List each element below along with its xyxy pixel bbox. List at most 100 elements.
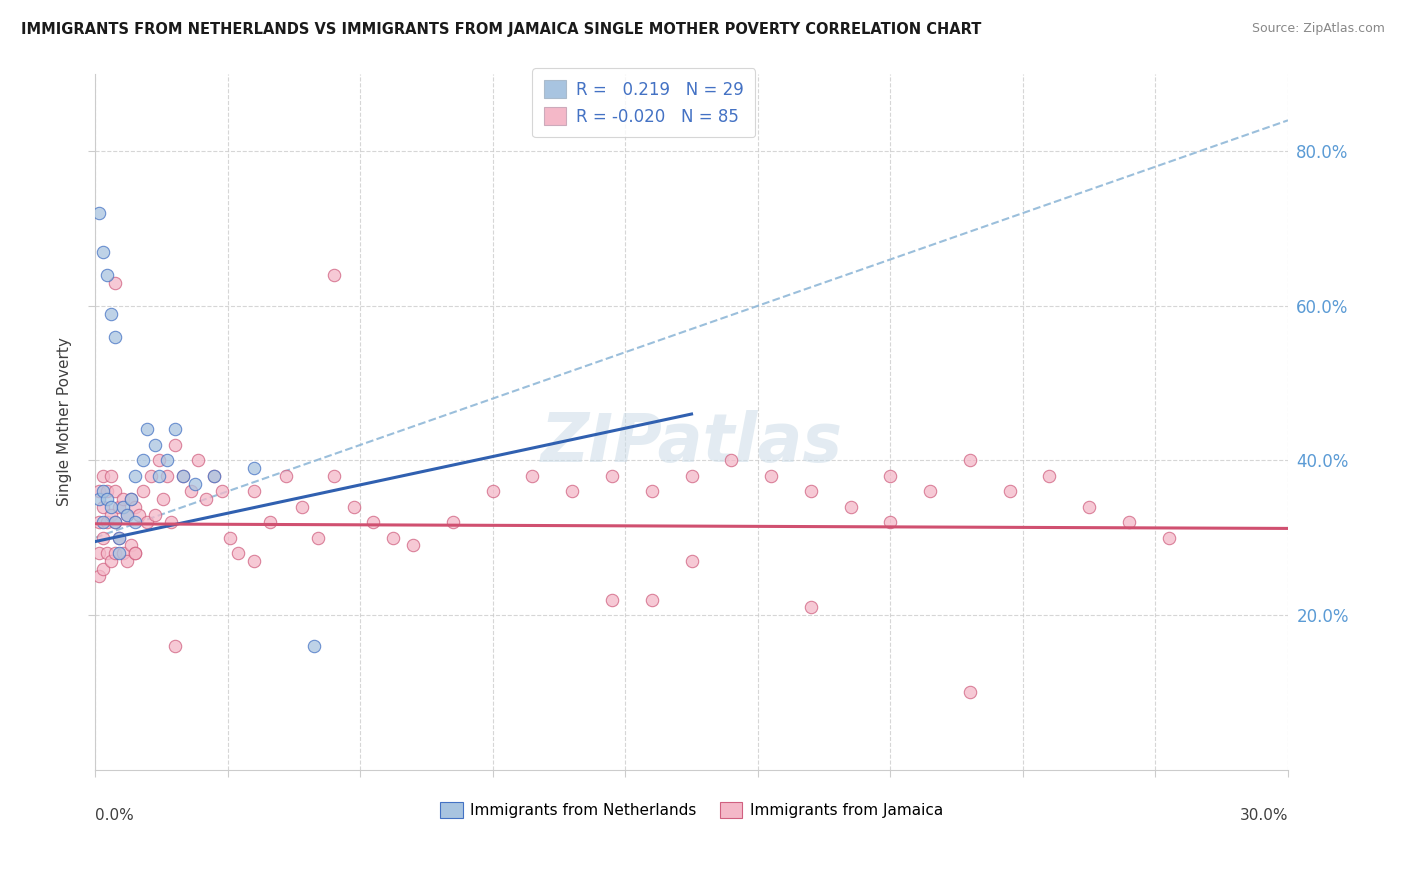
Point bbox=[96, 546, 118, 560]
Point bbox=[920, 484, 942, 499]
Point bbox=[720, 453, 742, 467]
Point bbox=[100, 508, 122, 522]
Point bbox=[87, 484, 110, 499]
Point bbox=[100, 500, 122, 514]
Point bbox=[363, 515, 385, 529]
Y-axis label: Single Mother Poverty: Single Mother Poverty bbox=[58, 337, 72, 506]
Point bbox=[124, 500, 146, 514]
Point bbox=[172, 468, 194, 483]
Point bbox=[163, 438, 186, 452]
Point bbox=[108, 546, 131, 560]
Point bbox=[128, 508, 150, 522]
Point bbox=[120, 491, 142, 506]
Point bbox=[839, 500, 862, 514]
Point bbox=[302, 639, 325, 653]
Point bbox=[291, 500, 314, 514]
Point bbox=[879, 515, 901, 529]
Text: 30.0%: 30.0% bbox=[1240, 808, 1288, 823]
Point bbox=[382, 531, 405, 545]
Point bbox=[148, 453, 170, 467]
Point bbox=[115, 508, 138, 522]
Point bbox=[195, 491, 218, 506]
Text: 0.0%: 0.0% bbox=[96, 808, 134, 823]
Point bbox=[163, 422, 186, 436]
Point bbox=[91, 500, 114, 514]
Point bbox=[243, 554, 266, 568]
Text: ZIPatlas: ZIPatlas bbox=[540, 409, 842, 475]
Point bbox=[104, 276, 127, 290]
Point bbox=[441, 515, 464, 529]
Point bbox=[402, 538, 425, 552]
Point bbox=[115, 508, 138, 522]
Point bbox=[274, 468, 297, 483]
Point bbox=[681, 554, 703, 568]
Legend: R =   0.219   N = 29, R = -0.020   N = 85: R = 0.219 N = 29, R = -0.020 N = 85 bbox=[533, 69, 755, 137]
Point bbox=[87, 491, 110, 506]
Point bbox=[681, 468, 703, 483]
Point bbox=[522, 468, 544, 483]
Point bbox=[91, 244, 114, 259]
Point bbox=[163, 639, 186, 653]
Point bbox=[115, 554, 138, 568]
Point bbox=[152, 491, 174, 506]
Point bbox=[124, 546, 146, 560]
Point bbox=[156, 453, 179, 467]
Point bbox=[124, 515, 146, 529]
Point bbox=[243, 484, 266, 499]
Point bbox=[998, 484, 1021, 499]
Point bbox=[91, 561, 114, 575]
Point bbox=[259, 515, 281, 529]
Point bbox=[87, 546, 110, 560]
Point bbox=[104, 515, 127, 529]
Point bbox=[243, 461, 266, 475]
Point bbox=[104, 515, 127, 529]
Point bbox=[1078, 500, 1101, 514]
Point bbox=[104, 330, 127, 344]
Point bbox=[91, 468, 114, 483]
Point bbox=[959, 453, 981, 467]
Point bbox=[120, 491, 142, 506]
Point bbox=[132, 484, 155, 499]
Point bbox=[143, 508, 166, 522]
Point bbox=[226, 546, 249, 560]
Point bbox=[111, 500, 134, 514]
Point bbox=[104, 546, 127, 560]
Point bbox=[100, 554, 122, 568]
Point bbox=[342, 500, 364, 514]
Text: IMMIGRANTS FROM NETHERLANDS VS IMMIGRANTS FROM JAMAICA SINGLE MOTHER POVERTY COR: IMMIGRANTS FROM NETHERLANDS VS IMMIGRANT… bbox=[21, 22, 981, 37]
Point bbox=[132, 453, 155, 467]
Point bbox=[600, 468, 623, 483]
Point bbox=[139, 468, 162, 483]
Point bbox=[211, 484, 233, 499]
Point bbox=[561, 484, 583, 499]
Point bbox=[91, 531, 114, 545]
Point bbox=[91, 484, 114, 499]
Point bbox=[87, 569, 110, 583]
Point bbox=[183, 476, 205, 491]
Point bbox=[108, 531, 131, 545]
Point bbox=[91, 515, 114, 529]
Text: Source: ZipAtlas.com: Source: ZipAtlas.com bbox=[1251, 22, 1385, 36]
Point bbox=[143, 438, 166, 452]
Point bbox=[600, 592, 623, 607]
Point bbox=[202, 468, 225, 483]
Point bbox=[135, 515, 157, 529]
Point bbox=[96, 491, 118, 506]
Point bbox=[307, 531, 329, 545]
Point bbox=[87, 515, 110, 529]
Point bbox=[759, 468, 782, 483]
Point bbox=[111, 546, 134, 560]
Point bbox=[100, 307, 122, 321]
Point bbox=[111, 491, 134, 506]
Point bbox=[800, 484, 823, 499]
Point bbox=[100, 468, 122, 483]
Point bbox=[120, 538, 142, 552]
Point bbox=[322, 268, 344, 282]
Point bbox=[159, 515, 181, 529]
Point bbox=[879, 468, 901, 483]
Point bbox=[156, 468, 179, 483]
Point bbox=[124, 468, 146, 483]
Point bbox=[1157, 531, 1180, 545]
Point bbox=[96, 484, 118, 499]
Point bbox=[124, 546, 146, 560]
